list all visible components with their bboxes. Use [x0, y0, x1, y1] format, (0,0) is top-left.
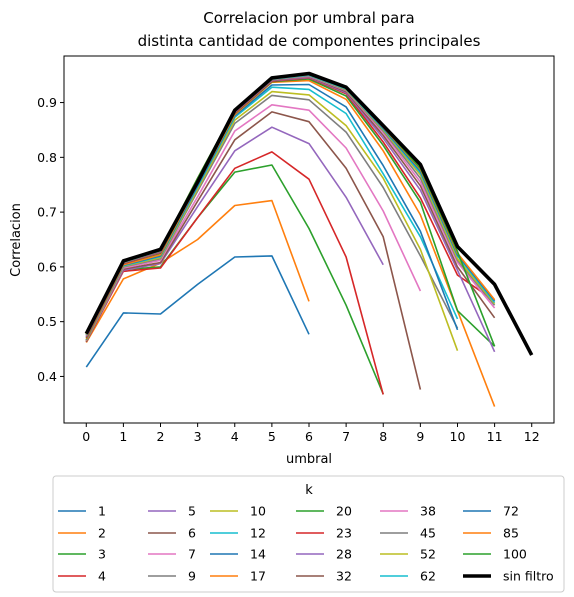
- series-line-10: [85, 83, 459, 341]
- legend-entry-label: 85: [503, 526, 519, 541]
- x-tick-label: 1: [119, 429, 127, 444]
- series-line-8: [85, 90, 459, 351]
- y-tick-label: 0.7: [37, 205, 57, 220]
- series-line-2: [85, 164, 384, 395]
- legend-entry-label: 52: [420, 547, 436, 562]
- legend-entry-label: 32: [336, 569, 352, 584]
- x-tick-label: 0: [82, 429, 90, 444]
- legend-entry-label: 72: [503, 504, 519, 519]
- x-tick-label: 2: [157, 429, 165, 444]
- x-tick-label: 3: [194, 429, 202, 444]
- series-line-1: [85, 199, 310, 343]
- legend-frame: [52, 475, 565, 593]
- legend-entry-label: 6: [188, 526, 196, 541]
- x-tick-label: 6: [305, 429, 313, 444]
- legend-entry-label: 4: [98, 569, 106, 584]
- legend-entry-label: 14: [250, 547, 266, 562]
- x-tick-label: 9: [416, 429, 424, 444]
- legend-entry-label: 3: [98, 547, 106, 562]
- legend-entry-label: 38: [420, 504, 436, 519]
- x-tick-label: 4: [231, 429, 239, 444]
- legend-entry-label: sin filtro: [503, 569, 554, 584]
- legend-entry-label: 20: [336, 504, 352, 519]
- chart-title-line-1: Correlacion por umbral para: [203, 9, 415, 27]
- legend-entry-label: 17: [250, 569, 266, 584]
- y-tick-label: 0.4: [37, 369, 57, 384]
- y-axis-label: Correlacion: [9, 203, 24, 277]
- y-axis-ticks: 0.4 0.5 0.6 0.7 0.8 0.9: [37, 95, 64, 384]
- series-line-6: [85, 104, 422, 342]
- y-tick-label: 0.6: [37, 259, 57, 274]
- series-line-5: [85, 111, 422, 390]
- series-line-11: [85, 79, 496, 407]
- series-line-23: [84, 71, 534, 356]
- legend: k 12345679101214172023283238455262728510…: [52, 475, 565, 593]
- legend-entry-label: 2: [98, 526, 106, 541]
- x-tick-label: 11: [487, 429, 503, 444]
- legend-entry-label: 9: [188, 569, 196, 584]
- legend-entry-label: 5: [188, 504, 196, 519]
- legend-entry-label: 10: [250, 504, 266, 519]
- x-axis-label: umbral: [286, 452, 332, 467]
- y-tick-label: 0.8: [37, 150, 57, 165]
- x-tick-label: 7: [342, 429, 350, 444]
- series-layer: [84, 71, 534, 407]
- x-tick-label: 10: [450, 429, 466, 444]
- series-line-3: [85, 151, 384, 395]
- chart-title-line-2: distinta cantidad de componentes princip…: [138, 32, 481, 50]
- legend-title: k: [305, 483, 313, 498]
- legend-entry-label: 7: [188, 547, 196, 562]
- x-axis-ticks: 0 1 2 3 4 5 6 7 8 9 10 11 12: [82, 423, 540, 444]
- legend-entry-label: 62: [420, 569, 436, 584]
- legend-entry-label: 23: [336, 526, 352, 541]
- y-tick-label: 0.5: [37, 314, 57, 329]
- y-tick-label: 0.9: [37, 95, 57, 110]
- legend-entry-label: 45: [420, 526, 436, 541]
- legend-entry-label: 100: [503, 547, 527, 562]
- x-tick-label: 8: [379, 429, 387, 444]
- x-tick-label: 5: [268, 429, 276, 444]
- x-tick-label: 12: [524, 429, 540, 444]
- series-line-0: [85, 255, 310, 368]
- series-line-7: [85, 94, 459, 341]
- series-line-4: [85, 126, 384, 342]
- legend-entry-label: 1: [98, 504, 106, 519]
- legend-entry-label: 12: [250, 526, 266, 541]
- legend-entry-label: 28: [336, 547, 352, 562]
